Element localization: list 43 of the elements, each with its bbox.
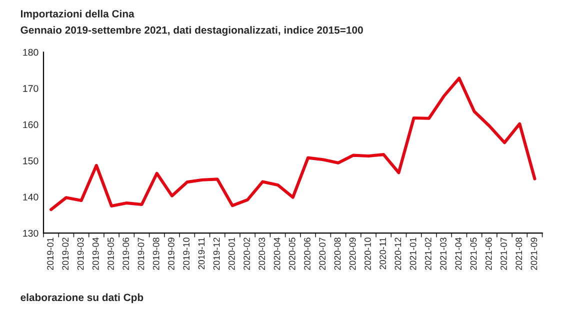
x-tick-label: 2020-04 — [274, 238, 280, 270]
y-tick-label: 170 — [23, 85, 38, 92]
x-tick-label: 2020-12 — [394, 238, 402, 270]
x-tick-label: 2021-04 — [455, 238, 462, 270]
x-tick-label: 2019-10 — [183, 238, 190, 270]
x-tick-label: 2021-09 — [530, 238, 538, 270]
x-tick-label: 2020-03 — [258, 238, 266, 270]
x-tick-label: 2019-02 — [62, 238, 69, 270]
x-tick-label: 2020-02 — [244, 238, 250, 270]
x-tick-label: 2021-03 — [440, 238, 446, 270]
x-tick-label: 2019-04 — [92, 238, 99, 270]
y-tick-label: 180 — [23, 48, 38, 56]
x-tick-label: 2021-02 — [424, 238, 432, 270]
x-tick-label: 2021-06 — [485, 238, 492, 270]
x-tick-label: 2019-11 — [198, 238, 205, 270]
x-tick-label: 2020-06 — [304, 238, 310, 270]
x-tick-label: 2020-08 — [334, 238, 341, 270]
x-tick-label: 2020-11 — [380, 238, 386, 270]
chart-subtitle: Gennaio 2019-settembre 2021, dati destagionalizzati, indice 2015=100 — [20, 26, 363, 36]
y-tick-label: 150 — [23, 157, 38, 164]
y-tick-label: 140 — [23, 194, 38, 201]
x-tick-label: 2019-08 — [152, 238, 160, 270]
chart-title: Importazioni della Cina — [20, 10, 134, 20]
x-tick-label: 2021-08 — [516, 238, 522, 270]
x-tick-label: 2019-01 — [47, 238, 54, 270]
x-tick-label: 2020-05 — [288, 238, 296, 270]
x-tick-label: 2020-09 — [349, 238, 356, 270]
x-tick-label: 2019-09 — [168, 238, 174, 270]
x-tick-label: 2021-01 — [410, 238, 416, 270]
y-tick-label: 130 — [23, 230, 38, 237]
text: elaborazione su dati Cpb — [20, 293, 144, 304]
x-tick-label: 2019-03 — [77, 238, 84, 270]
x-tick-label: 2020-07 — [319, 238, 326, 270]
x-tick-label: 2019-07 — [138, 238, 144, 270]
y-tick-label: 160 — [23, 121, 38, 128]
line-series — [50, 76, 536, 212]
x-tick-label: 2020-01 — [228, 238, 235, 270]
x-tick-label: 2021-07 — [500, 238, 507, 270]
x-tick-label: 2020-10 — [364, 238, 371, 270]
x-tick-label: 2019-12 — [213, 238, 220, 270]
x-tick-label: 2019-06 — [122, 238, 130, 270]
x-tick-label: 2021-05 — [470, 238, 477, 270]
x-tick-label: 2019-05 — [108, 238, 114, 270]
